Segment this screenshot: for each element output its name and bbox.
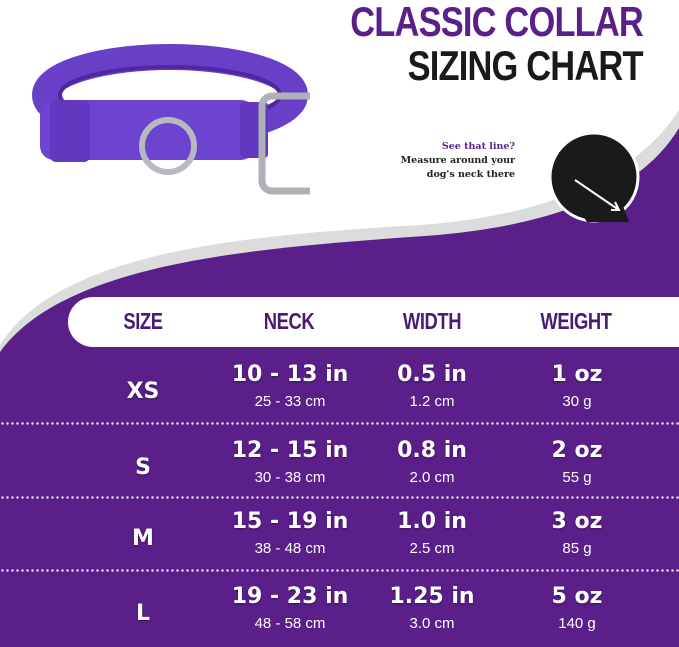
width-in: 0.8 in <box>397 438 467 463</box>
dog-neck-icon <box>548 131 640 223</box>
neck-in: 10 - 13 in <box>231 362 349 387</box>
size-cell: S <box>135 455 151 480</box>
width-cm: 2.0 cm <box>409 469 455 486</box>
neck-in: 12 - 15 in <box>231 438 349 463</box>
width-cm: 2.5 cm <box>409 540 455 557</box>
header-weight: WEIGHT <box>540 308 612 334</box>
size-cell: L <box>135 601 151 626</box>
header-size: SIZE <box>123 308 163 334</box>
neck-cm: 30 - 38 cm <box>254 469 326 486</box>
hint-line-2: Measure around your <box>400 155 515 166</box>
size-cell: XS <box>126 379 160 404</box>
weight-g: 140 g <box>558 615 596 632</box>
weight-g: 55 g <box>562 469 592 486</box>
table-header-bar <box>68 297 679 347</box>
width-in: 1.25 in <box>389 584 475 609</box>
row-divider <box>0 569 679 572</box>
width-cm: 3.0 cm <box>409 615 455 632</box>
row-divider <box>0 422 679 425</box>
neck-in: 19 - 23 in <box>231 584 349 609</box>
weight-g: 30 g <box>562 393 592 410</box>
width-in: 0.5 in <box>397 362 467 387</box>
hint-line-3: dog's neck there <box>426 169 515 180</box>
title-line-1: CLASSIC COLLAR <box>350 0 644 45</box>
width-in: 1.0 in <box>397 509 467 534</box>
width-cm: 1.2 cm <box>409 393 455 410</box>
neck-cm: 38 - 48 cm <box>254 540 326 557</box>
neck-cm: 48 - 58 cm <box>254 615 326 632</box>
row-divider <box>0 496 679 499</box>
weight-g: 85 g <box>562 540 592 557</box>
weight-oz: 1 oz <box>551 362 603 387</box>
neck-cm: 25 - 33 cm <box>254 393 326 410</box>
weight-oz: 5 oz <box>551 584 603 609</box>
collar-image <box>32 44 310 195</box>
size-cell: M <box>132 526 154 551</box>
weight-oz: 3 oz <box>551 509 603 534</box>
header-neck: NECK <box>263 308 315 334</box>
neck-in: 15 - 19 in <box>231 509 349 534</box>
hint-question-text: See that line? <box>441 141 515 152</box>
hint-question: See that line? <box>442 140 515 153</box>
weight-oz: 2 oz <box>551 438 603 463</box>
header-width: WIDTH <box>402 308 462 334</box>
title-line-2: SIZING CHART <box>407 42 644 89</box>
